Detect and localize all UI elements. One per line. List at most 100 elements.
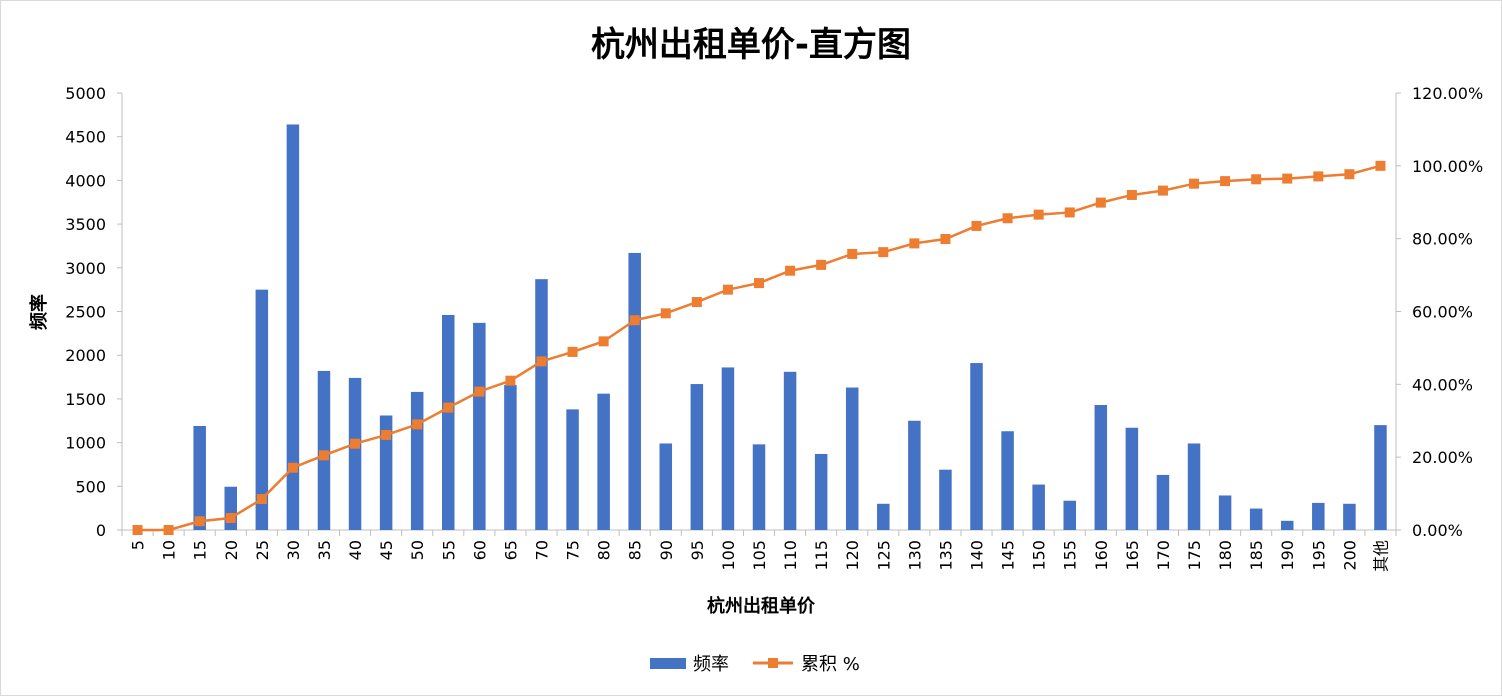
x-axis-tick-label: 20 <box>222 540 241 560</box>
x-axis-tick-label: 60 <box>470 540 489 560</box>
x-axis-title: 杭州出租单价 <box>707 595 816 617</box>
x-axis-tick-label: 195 <box>1309 540 1328 571</box>
line-point <box>474 386 485 397</box>
y-axis-tick-label: 2000 <box>65 346 106 365</box>
bar <box>908 420 921 530</box>
line-point <box>1282 173 1293 184</box>
line-point <box>132 525 143 535</box>
bar <box>628 252 641 530</box>
line-point <box>1189 178 1200 189</box>
bar <box>939 469 952 530</box>
x-axis-tick-label: 115 <box>812 540 831 571</box>
x-axis-tick-label: 170 <box>1154 540 1173 571</box>
bar <box>1187 443 1201 530</box>
line-point <box>1033 209 1044 220</box>
x-axis-tick-label: 30 <box>284 540 303 560</box>
x-axis-tick-label: 35 <box>315 540 334 560</box>
x-axis-tick-label: 55 <box>439 540 458 560</box>
x-axis-tick-label: 其他 <box>1371 540 1390 572</box>
bar <box>1280 520 1294 530</box>
line-point <box>194 516 205 527</box>
line-point <box>847 248 858 259</box>
line-point <box>287 462 298 473</box>
x-axis-tick-label: 75 <box>564 540 583 560</box>
bar <box>1374 425 1387 530</box>
y-axis-tick-label: 4500 <box>65 128 106 147</box>
line-point <box>412 419 423 430</box>
line-point <box>660 308 671 319</box>
line-point <box>1251 174 1262 185</box>
bar <box>690 384 704 530</box>
y-axis-tick-label: 5000 <box>65 84 106 103</box>
x-axis-tick-label: 65 <box>501 540 520 560</box>
line-point <box>971 220 982 231</box>
y-axis-tick-label: 0 <box>96 521 106 540</box>
line-point <box>536 356 547 367</box>
x-axis-tick-label: 85 <box>626 540 645 560</box>
bar <box>504 384 517 530</box>
bar <box>442 314 455 530</box>
legend-line-marker <box>768 658 778 668</box>
y2-axis-tick-label: 0.00% <box>1412 521 1463 540</box>
y2-axis-tick-label: 80.00% <box>1412 230 1473 249</box>
x-axis-tick-label: 90 <box>657 540 676 560</box>
line-point <box>909 238 920 249</box>
bar <box>1125 427 1139 530</box>
x-axis-tick-label: 155 <box>1061 540 1080 571</box>
x-axis-tick-label: 45 <box>377 540 396 560</box>
bar <box>659 443 673 530</box>
x-axis-tick-label: 130 <box>905 540 924 571</box>
bar <box>1094 405 1108 530</box>
x-axis-tick-label: 200 <box>1340 540 1359 571</box>
chart-title: 杭州出租单价-直方图 <box>591 25 911 65</box>
bar <box>348 377 362 530</box>
y-axis-tick-label: 1000 <box>65 434 106 453</box>
x-axis-tick-label: 70 <box>532 540 551 560</box>
x-axis-tick-label: 40 <box>346 540 365 560</box>
line-point <box>1220 176 1231 187</box>
line-point <box>567 346 578 357</box>
line-point <box>785 265 796 276</box>
x-axis-tick-label: 175 <box>1185 540 1204 571</box>
x-axis-tick-label: 135 <box>936 540 955 571</box>
bar <box>970 363 983 530</box>
x-axis-tick-label: 145 <box>999 540 1018 571</box>
bar <box>1218 495 1232 530</box>
line-point <box>256 494 267 505</box>
line-point <box>691 297 702 308</box>
x-axis-tick-label: 100 <box>719 540 738 571</box>
line-point <box>722 284 733 295</box>
bar <box>473 322 486 530</box>
y2-axis-tick-label: 20.00% <box>1412 448 1473 467</box>
bar <box>1063 500 1076 530</box>
x-axis-tick-label: 150 <box>1030 540 1049 571</box>
x-axis-tick-label: 95 <box>688 540 707 560</box>
y-axis-tick-label: 2500 <box>65 303 106 322</box>
x-axis-tick-label: 125 <box>874 540 893 571</box>
line-point <box>1002 213 1013 224</box>
x-axis-tick-label: 140 <box>968 540 987 571</box>
line-series-group <box>132 160 1386 535</box>
y-axis-tick-label: 3500 <box>65 215 106 234</box>
x-axis-tick-label: 15 <box>191 540 210 560</box>
bar <box>845 387 859 530</box>
bar <box>1001 431 1014 530</box>
line-point <box>1313 171 1324 182</box>
y-axis-tick-label: 3000 <box>65 259 106 278</box>
line-point <box>1344 169 1355 180</box>
x-axis-tick-label: 110 <box>781 540 800 571</box>
axes-group: 0 500 1000 1500 2000 2500 3000 3500 4000 4500 5000… <box>65 84 1483 572</box>
legend-bar-swatch <box>650 658 686 669</box>
line-point <box>318 450 329 461</box>
line-point <box>225 512 236 523</box>
x-axis-tick-label: 185 <box>1247 540 1266 571</box>
bar <box>783 371 797 530</box>
bar <box>193 425 206 530</box>
line-point <box>505 375 516 386</box>
bar <box>1249 508 1263 530</box>
line-point <box>1157 185 1168 196</box>
bar <box>1156 474 1170 530</box>
bar <box>1343 503 1356 530</box>
bar <box>224 486 238 530</box>
